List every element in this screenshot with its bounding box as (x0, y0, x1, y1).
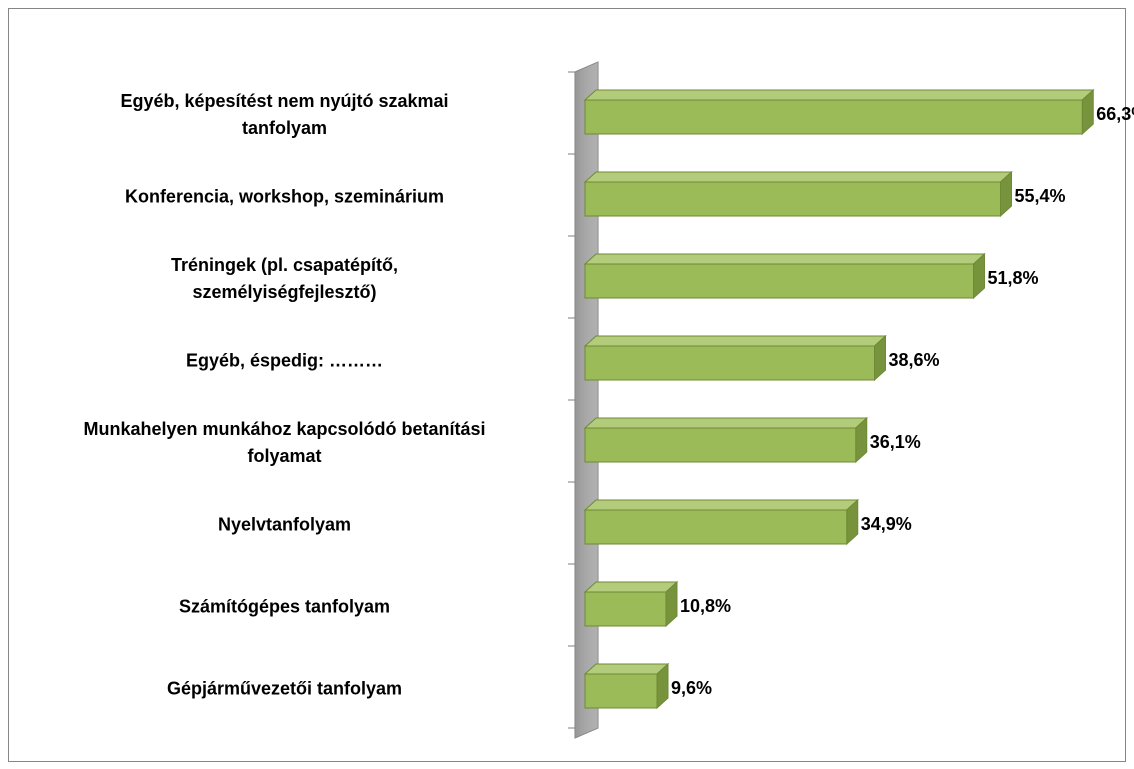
bar (584, 263, 974, 299)
value-label: 55,4% (1015, 186, 1066, 206)
bar (584, 345, 875, 381)
bar-top (583, 663, 670, 675)
bar-top (583, 171, 1013, 183)
bar-top (583, 499, 860, 511)
bar (584, 427, 857, 463)
category-label: Munkahelyen munkához kapcsolódó betanítá… (83, 419, 486, 466)
value-label: 66,3% (1096, 104, 1134, 124)
value-label: 36,1% (870, 432, 921, 452)
value-label: 34,9% (861, 514, 912, 534)
axis-wall-shade (575, 62, 598, 738)
category-label: Számítógépes tanfolyam (178, 596, 391, 617)
value-label: 51,8% (988, 268, 1039, 288)
bar-top (583, 335, 887, 347)
bar (584, 673, 658, 709)
value-label: 9,6% (671, 678, 712, 698)
category-label: Nyelvtanfolyam (217, 514, 352, 535)
bar-top (583, 253, 986, 265)
category-label: Egyéb, képesítést nem nyújtó szakmai tan… (120, 91, 449, 138)
category-label: Tréningek (pl. csapatépítő, személyiségf… (170, 255, 399, 302)
bar-top (583, 581, 679, 593)
bar (584, 509, 848, 545)
bar (584, 99, 1083, 135)
value-label: 10,8% (680, 596, 731, 616)
bar-top (583, 417, 869, 429)
bar-top (583, 89, 1095, 101)
category-label: Konferencia, workshop, szeminárium (124, 186, 445, 207)
bar (584, 591, 667, 627)
category-label: Gépjárművezetői tanfolyam (166, 678, 403, 699)
bar (584, 181, 1001, 217)
value-label: 38,6% (889, 350, 940, 370)
category-label: Egyéb, éspedig: ……… (185, 350, 384, 371)
